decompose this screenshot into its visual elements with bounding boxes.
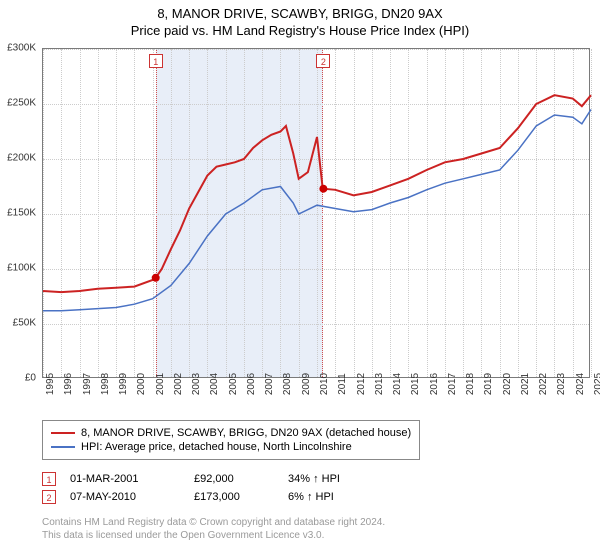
x-tick-label: 2024 (575, 373, 586, 395)
legend-row: 8, MANOR DRIVE, SCAWBY, BRIGG, DN20 9AX … (51, 427, 411, 439)
x-tick-label: 2014 (392, 373, 403, 395)
x-tick-label: 2017 (447, 373, 458, 395)
x-tick-label: 1996 (63, 373, 74, 395)
legend-label: 8, MANOR DRIVE, SCAWBY, BRIGG, DN20 9AX … (81, 427, 411, 439)
chart-plot-area: 12 (42, 48, 590, 378)
sales-price: £92,000 (194, 473, 274, 485)
chart-marker-1: 1 (149, 54, 163, 68)
series-property (43, 95, 591, 292)
x-tick-label: 2003 (191, 373, 202, 395)
y-tick-label: £200K (7, 153, 36, 164)
page-subtitle: Price paid vs. HM Land Registry's House … (0, 23, 600, 38)
x-axis: 1995199619971998199920002001200220032004… (42, 380, 590, 420)
x-tick-label: 2012 (356, 373, 367, 395)
x-tick-label: 1997 (82, 373, 93, 395)
y-tick-label: £100K (7, 263, 36, 274)
sales-price: £173,000 (194, 491, 274, 503)
x-tick-label: 2010 (319, 373, 330, 395)
x-tick-label: 2002 (173, 373, 184, 395)
y-tick-label: £0 (25, 373, 36, 384)
x-tick-label: 2019 (483, 373, 494, 395)
sales-date: 07-MAY-2010 (70, 491, 180, 503)
x-tick-label: 2013 (374, 373, 385, 395)
x-tick-label: 2007 (264, 373, 275, 395)
page-title: 8, MANOR DRIVE, SCAWBY, BRIGG, DN20 9AX (0, 6, 600, 21)
x-tick-label: 1995 (45, 373, 56, 395)
x-tick-label: 2022 (538, 373, 549, 395)
sales-hpi: 6% ↑ HPI (288, 491, 334, 503)
x-tick-label: 2018 (465, 373, 476, 395)
y-axis: £0£50K£100K£150K£200K£250K£300K (0, 48, 40, 378)
x-tick-label: 2011 (337, 373, 348, 395)
x-tick-label: 2006 (246, 373, 257, 395)
sale-point (152, 274, 160, 282)
y-tick-label: £150K (7, 208, 36, 219)
x-tick-label: 2020 (502, 373, 513, 395)
x-tick-label: 2015 (410, 373, 421, 395)
footer-attribution: Contains HM Land Registry data © Crown c… (42, 516, 385, 542)
x-tick-label: 2021 (520, 373, 531, 395)
footer-line-1: Contains HM Land Registry data © Crown c… (42, 516, 385, 529)
sales-date: 01-MAR-2001 (70, 473, 180, 485)
x-tick-label: 1999 (118, 373, 129, 395)
y-tick-label: £50K (13, 318, 36, 329)
sales-table: 1 01-MAR-2001 £92,000 34% ↑ HPI 2 07-MAY-2010… (42, 468, 340, 508)
y-tick-label: £300K (7, 43, 36, 54)
x-tick-label: 2005 (228, 373, 239, 395)
chart-svg (43, 49, 589, 377)
x-tick-label: 1998 (100, 373, 111, 395)
x-tick-label: 2008 (282, 373, 293, 395)
x-tick-label: 2004 (209, 373, 220, 395)
x-tick-label: 2000 (136, 373, 147, 395)
sales-hpi: 34% ↑ HPI (288, 473, 340, 485)
legend-row: HPI: Average price, detached house, Nort… (51, 441, 411, 453)
footer-line-2: This data is licensed under the Open Gov… (42, 529, 385, 542)
chart-marker-2: 2 (316, 54, 330, 68)
legend-box: 8, MANOR DRIVE, SCAWBY, BRIGG, DN20 9AX … (42, 420, 420, 460)
sales-row: 1 01-MAR-2001 £92,000 34% ↑ HPI (42, 472, 340, 486)
sales-row: 2 07-MAY-2010 £173,000 6% ↑ HPI (42, 490, 340, 504)
y-tick-label: £250K (7, 98, 36, 109)
sales-marker: 2 (42, 490, 56, 504)
x-tick-label: 2023 (556, 373, 567, 395)
x-tick-label: 2009 (301, 373, 312, 395)
legend-label: HPI: Average price, detached house, Nort… (81, 441, 352, 453)
x-tick-label: 2001 (155, 373, 166, 395)
x-tick-label: 2016 (429, 373, 440, 395)
legend-swatch (51, 432, 75, 434)
sale-point (319, 185, 327, 193)
gridline-v (591, 49, 592, 377)
legend-swatch (51, 446, 75, 448)
x-tick-label: 2025 (593, 373, 600, 395)
sales-marker: 1 (42, 472, 56, 486)
